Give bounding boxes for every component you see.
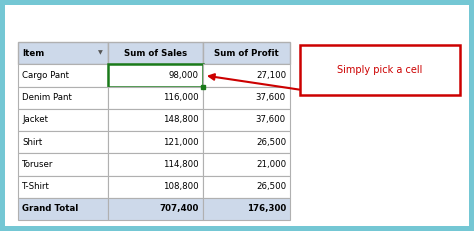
Text: Toruser: Toruser [22,160,54,169]
Text: 707,400: 707,400 [160,204,199,213]
Bar [203,176,290,198]
Bar [18,86,108,109]
Text: 26,500: 26,500 [256,182,286,191]
Bar [18,131,108,153]
Text: Grand Total: Grand Total [22,204,78,213]
Text: Cargo Pant: Cargo Pant [22,71,69,80]
Bar [18,198,108,220]
Text: 26,500: 26,500 [256,138,286,147]
Bar [203,153,290,176]
Bar [300,45,460,95]
Text: 108,800: 108,800 [164,182,199,191]
Bar [18,64,108,86]
Bar [108,176,203,198]
Bar [18,176,108,198]
Bar [203,86,290,109]
Bar [203,64,290,86]
Text: Simply pick a cell: Simply pick a cell [337,65,423,75]
Text: T-Shirt: T-Shirt [22,182,50,191]
Bar [18,42,108,64]
Bar [108,64,203,86]
Text: 121,000: 121,000 [164,138,199,147]
Text: 37,600: 37,600 [256,115,286,124]
Bar [18,109,108,131]
Bar [108,198,203,220]
Text: 21,000: 21,000 [256,160,286,169]
Bar [108,131,203,153]
Text: 27,100: 27,100 [256,71,286,80]
Text: Sum of Profit: Sum of Profit [214,49,279,58]
Text: 98,000: 98,000 [169,71,199,80]
Bar [108,42,203,64]
Text: 37,600: 37,600 [256,93,286,102]
Text: Denim Pant: Denim Pant [22,93,72,102]
Bar [203,109,290,131]
Text: Shirt: Shirt [22,138,42,147]
Bar [108,109,203,131]
Bar [108,86,203,109]
Text: 176,300: 176,300 [247,204,286,213]
Bar [203,42,290,64]
Text: 114,800: 114,800 [164,160,199,169]
Bar [203,131,290,153]
Text: 148,800: 148,800 [164,115,199,124]
Text: Sum of Sales: Sum of Sales [124,49,187,58]
Bar [203,198,290,220]
Bar [108,153,203,176]
Text: ▼: ▼ [98,51,102,56]
Text: Jacket: Jacket [22,115,48,124]
Bar [18,153,108,176]
Text: 116,000: 116,000 [164,93,199,102]
Text: Item: Item [22,49,44,58]
